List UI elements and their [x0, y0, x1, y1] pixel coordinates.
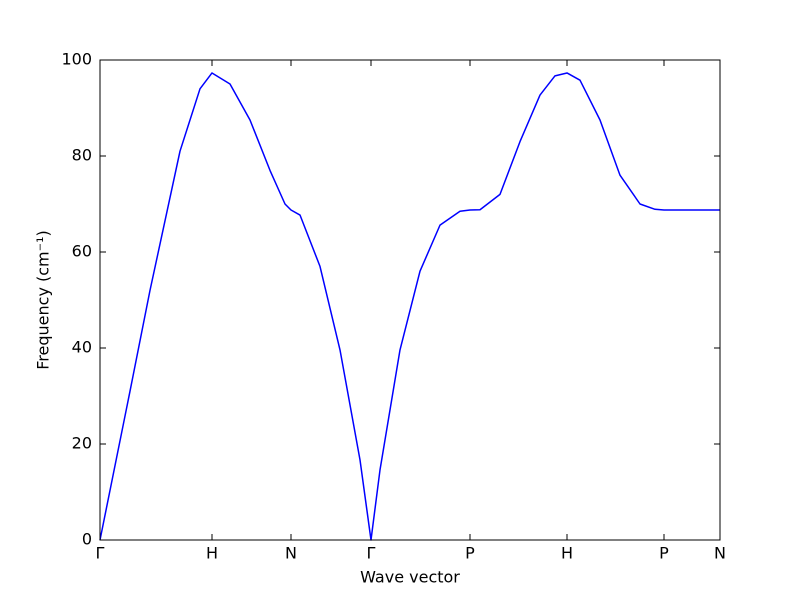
x-axis-label: Wave vector — [360, 568, 460, 587]
x-tick-label: P — [465, 544, 475, 563]
y-axis-label: Frequency (cm⁻¹) — [34, 230, 53, 369]
band-line — [99, 72, 720, 541]
x-tick-label: N — [285, 544, 297, 563]
y-tick-label: 0 — [82, 530, 92, 549]
x-tick-label: H — [206, 544, 218, 563]
x-tick-label: N — [714, 544, 726, 563]
y-tick-label: 20 — [72, 434, 92, 453]
y-tick-label: 40 — [72, 338, 92, 357]
x-tick-label: P — [659, 544, 669, 563]
x-tick-label: Γ — [367, 544, 376, 563]
y-tick-label: 80 — [72, 146, 92, 165]
y-tick-label: 100 — [61, 50, 92, 69]
x-tick-label: Γ — [96, 544, 105, 563]
x-tick-label: H — [561, 544, 573, 563]
y-tick-label: 60 — [72, 242, 92, 261]
plot-frame — [99, 59, 721, 541]
